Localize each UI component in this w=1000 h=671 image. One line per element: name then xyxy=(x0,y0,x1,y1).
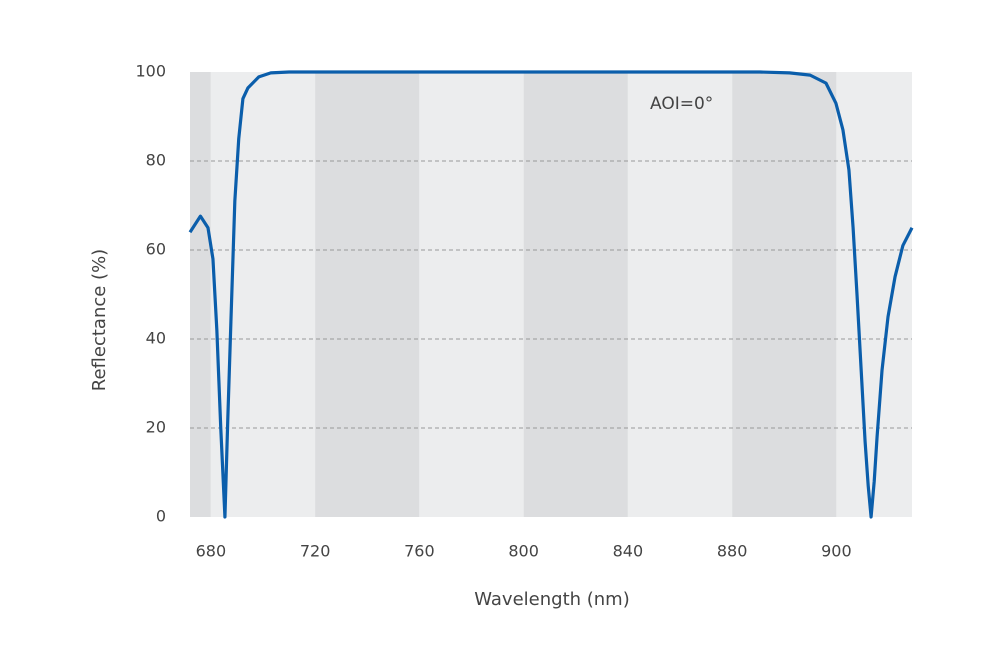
y-tick-label: 60 xyxy=(146,240,166,259)
y-tick-label: 100 xyxy=(135,62,166,81)
x-tick-label: 760 xyxy=(404,542,435,561)
x-tick-label: 880 xyxy=(717,542,748,561)
x-tick-label: 720 xyxy=(300,542,331,561)
reflectance-line xyxy=(188,70,914,519)
band xyxy=(732,72,837,517)
x-tick-label: 800 xyxy=(508,542,539,561)
y-tick-label: 20 xyxy=(146,418,166,437)
band xyxy=(315,72,420,517)
band xyxy=(419,72,524,517)
y-tick-label: 40 xyxy=(146,329,166,348)
band xyxy=(836,72,912,517)
y-axis-label: Reflectance (%) xyxy=(89,249,110,391)
band xyxy=(627,72,733,517)
x-tick-label: 900 xyxy=(821,542,852,561)
x-axis-label: Wavelength (nm) xyxy=(474,589,630,610)
y-tick-label: 80 xyxy=(146,151,166,170)
background-bands xyxy=(190,72,912,517)
x-tick-label: 680 xyxy=(196,542,227,561)
annotation: AOI=0° xyxy=(650,94,713,114)
x-tick-label: 840 xyxy=(613,542,644,561)
band xyxy=(190,72,211,517)
band xyxy=(523,72,628,517)
y-tick-label: 0 xyxy=(156,507,166,526)
